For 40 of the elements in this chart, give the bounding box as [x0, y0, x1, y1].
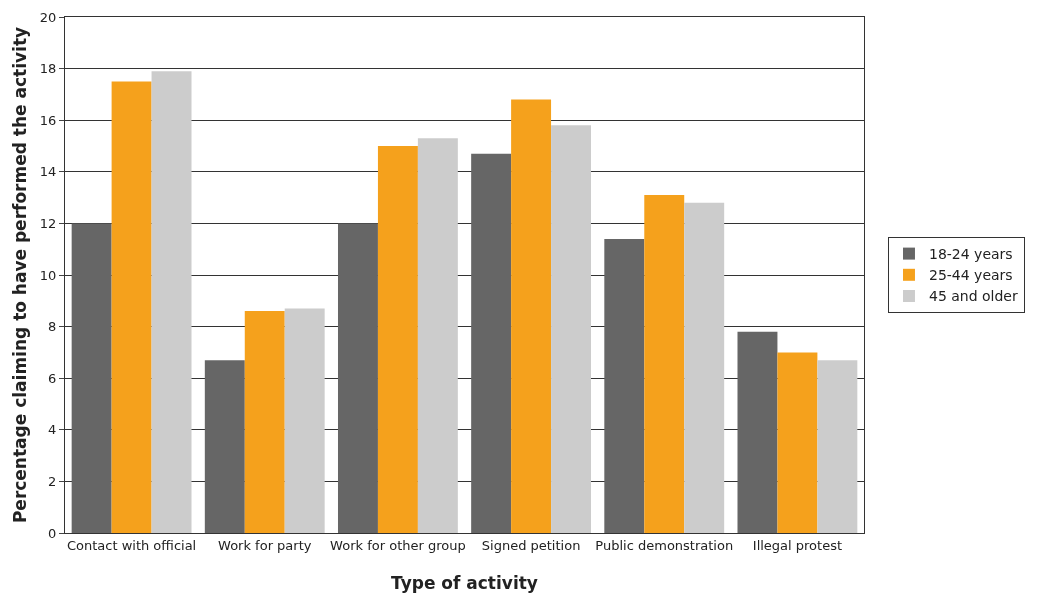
bar: [244, 311, 285, 533]
legend-label: 18-24 years: [928, 246, 1013, 263]
x-tick-label: Illegal protest: [752, 537, 843, 553]
bar: [471, 153, 512, 533]
bar: [817, 360, 858, 533]
y-tick-label: 20: [39, 9, 57, 25]
y-tick-label: 0: [48, 525, 57, 541]
x-tick-label: Work for other group: [330, 537, 466, 553]
y-tick-label: 10: [39, 267, 57, 283]
bar: [337, 223, 378, 533]
y-tick-label: 16: [39, 112, 57, 128]
legend-label: 45 and older: [928, 288, 1018, 305]
y-tick-label: 6: [48, 370, 57, 386]
x-tick-label: Contact with official: [66, 537, 197, 553]
x-tick-label: Signed petition: [481, 537, 581, 553]
y-tick-label: 14: [39, 164, 57, 180]
bar: [737, 331, 778, 533]
legend-label: 25-44 years: [928, 267, 1013, 284]
bar: [151, 71, 192, 533]
y-tick-label: 2: [48, 473, 57, 489]
y-tick-label: 12: [39, 215, 57, 231]
bar: [644, 195, 685, 533]
y-tick-label: 18: [39, 61, 57, 77]
x-tick-label: Public demonstration: [595, 537, 734, 553]
bar: [284, 308, 325, 533]
bar: [604, 238, 645, 533]
bar: [777, 352, 818, 533]
x-axis-title: Type of activity: [391, 573, 538, 593]
bar: [511, 99, 552, 533]
bar: [684, 202, 725, 533]
bar: [71, 223, 112, 533]
bar: [551, 125, 592, 533]
bar: [111, 81, 152, 533]
bar: [417, 138, 458, 533]
y-tick-label: 4: [48, 422, 57, 438]
bar: [377, 146, 418, 533]
bar: [204, 360, 245, 533]
y-tick-label: 8: [48, 319, 57, 335]
x-tick-label: Work for party: [218, 537, 312, 553]
y-axis-title: Percentage claiming to have performed the activity: [10, 26, 31, 524]
